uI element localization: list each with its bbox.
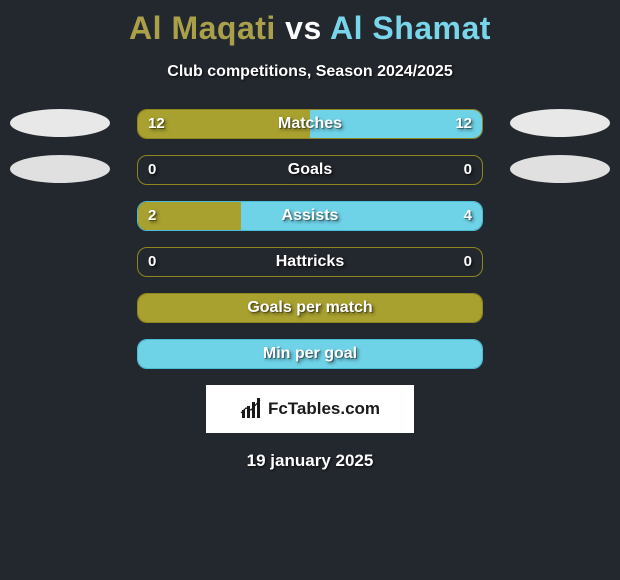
- subtitle: Club competitions, Season 2024/2025: [0, 63, 620, 81]
- footer-date: 19 january 2025: [0, 451, 620, 471]
- stat-value-right: 0: [464, 248, 472, 276]
- stat-fill-left: [138, 202, 241, 230]
- comparison-chart: 1212Matches00Goals24Assists00HattricksGo…: [0, 109, 620, 369]
- stat-row: Min per goal: [137, 339, 483, 369]
- player2-name: Al Shamat: [330, 10, 491, 46]
- stat-fill-left: [138, 294, 482, 322]
- stat-value-left: 0: [148, 156, 156, 184]
- stat-row: 0 0Hattricks: [137, 247, 483, 277]
- stat-row: Goals per match: [137, 293, 483, 323]
- stat-fill-left: [138, 110, 310, 138]
- stat-value-left: 0: [148, 248, 156, 276]
- stat-label: Goals: [138, 156, 482, 184]
- brand-text: FcTables.com: [268, 399, 380, 419]
- player1-name: Al Maqati: [129, 10, 276, 46]
- page-title: Al Maqati vs Al Shamat: [0, 0, 620, 47]
- brand-logo-icon: [240, 398, 262, 420]
- team-placeholder-icon: [10, 155, 110, 183]
- stat-fill-right: [310, 110, 482, 138]
- stat-fill-right: [241, 202, 482, 230]
- stat-row: 1212Matches: [137, 109, 483, 139]
- vs-text: vs: [285, 10, 322, 46]
- stat-row: 24Assists: [137, 201, 483, 231]
- team-placeholder-icon: [510, 109, 610, 137]
- stat-fill-right: [138, 340, 482, 368]
- stat-row: 0 0Goals: [137, 155, 483, 185]
- team-placeholder-icon: [510, 155, 610, 183]
- brand-badge: FcTables.com: [206, 385, 414, 433]
- stat-label: Hattricks: [138, 248, 482, 276]
- team-placeholder-icon: [10, 109, 110, 137]
- stat-value-right: 0: [464, 156, 472, 184]
